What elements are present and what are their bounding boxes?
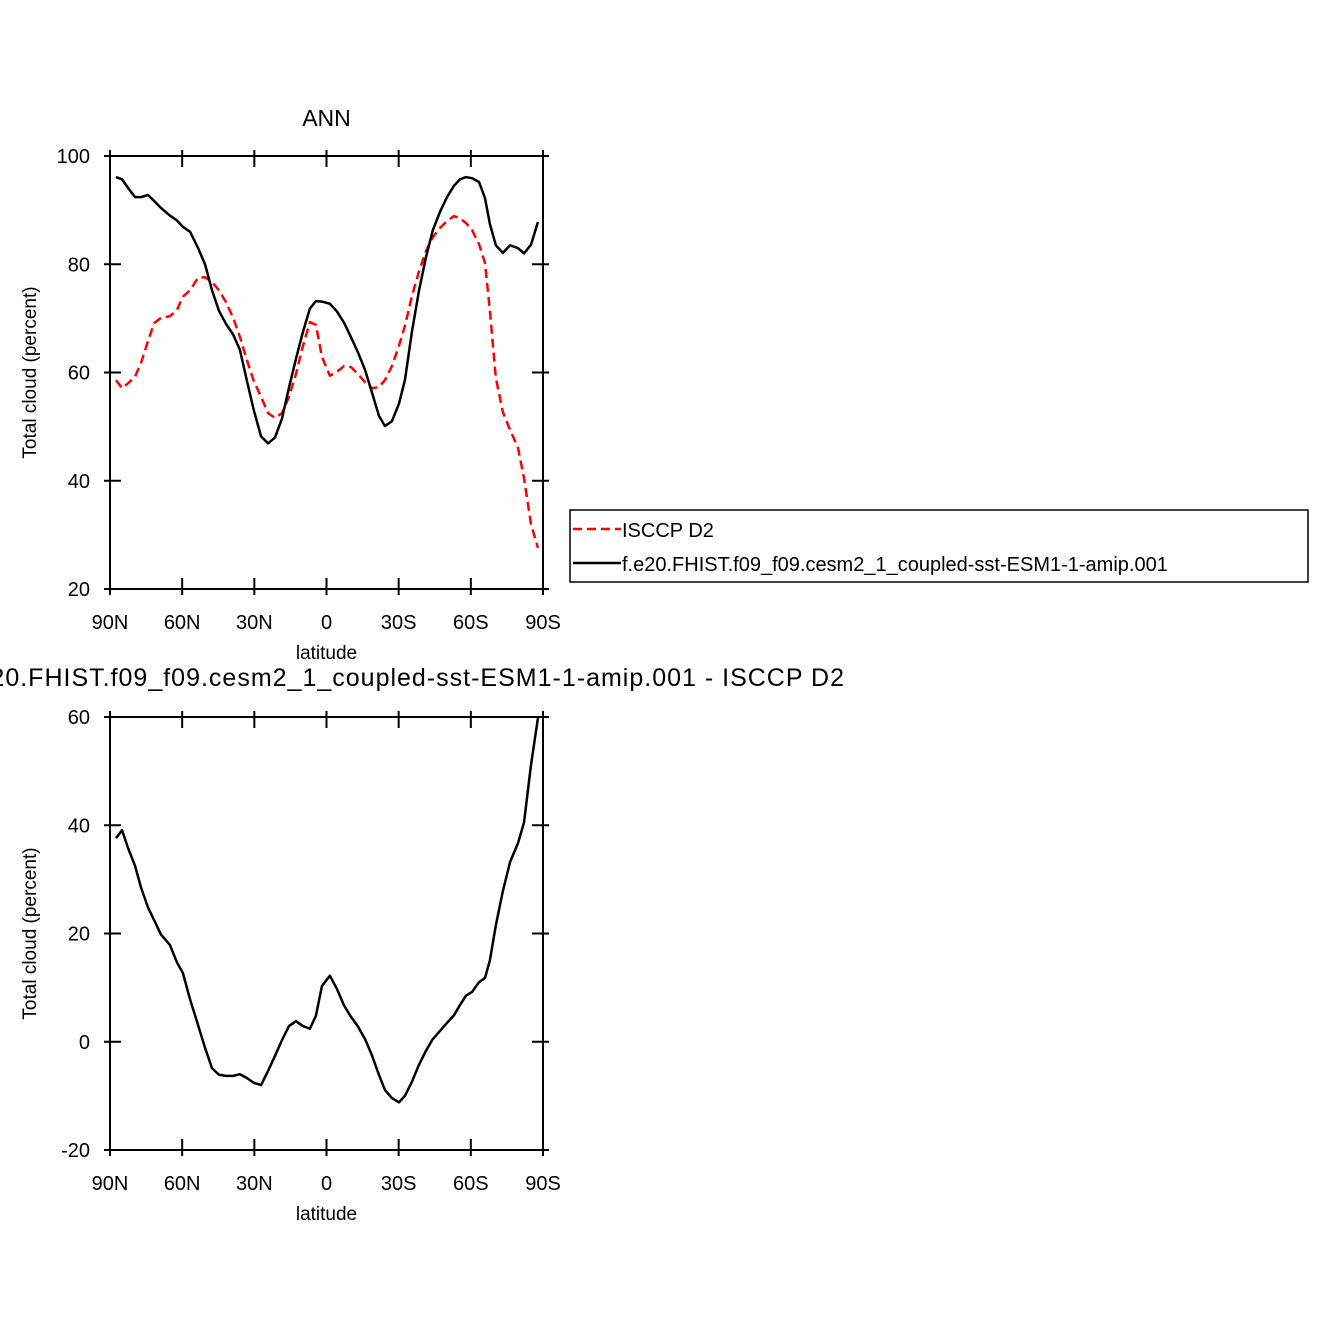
x-tick-label: 60N bbox=[164, 1173, 201, 1195]
y-tick-label: 20 bbox=[68, 924, 90, 946]
data-line bbox=[115, 214, 540, 549]
y-tick-label: 80 bbox=[68, 254, 90, 276]
x-tick-label: 60S bbox=[453, 1173, 489, 1195]
x-tick-label: 30S bbox=[381, 1173, 417, 1195]
x-tick-label: 60N bbox=[164, 612, 201, 634]
x-tick-label: 0 bbox=[321, 1173, 332, 1195]
x-axis-label: latitude bbox=[296, 643, 357, 664]
x-tick-label: 30N bbox=[236, 1173, 273, 1195]
y-tick-label: -20 bbox=[61, 1140, 90, 1162]
chart-title: f.e20.FHIST.f09_f09.cesm2_1_coupled-sst-… bbox=[0, 664, 845, 692]
x-tick-label: 60S bbox=[453, 612, 489, 634]
x-tick-label: 30N bbox=[236, 612, 273, 634]
y-tick-label: 40 bbox=[68, 471, 90, 493]
x-tick-label: 30S bbox=[381, 612, 417, 634]
chart-title: ANN bbox=[302, 105, 351, 131]
y-tick-label: 100 bbox=[57, 146, 90, 168]
y-tick-label: 40 bbox=[68, 815, 90, 837]
legend-label: ISCCP D2 bbox=[622, 520, 714, 542]
y-tick-label: 20 bbox=[68, 579, 90, 601]
y-tick-label: 60 bbox=[68, 363, 90, 385]
legend-box bbox=[569, 509, 1309, 583]
y-axis-label: Total cloud (percent) bbox=[20, 847, 41, 1019]
x-tick-label: 90S bbox=[525, 1173, 561, 1195]
x-tick-label: 90S bbox=[525, 612, 561, 634]
x-tick-label: 90N bbox=[92, 612, 129, 634]
y-tick-label: 60 bbox=[68, 707, 90, 729]
plot-frame bbox=[109, 155, 544, 590]
legend-label: f.e20.FHIST.f09_f09.cesm2_1_coupled-sst-… bbox=[622, 554, 1168, 576]
y-axis-label: Total cloud (percent) bbox=[20, 286, 41, 458]
data-line bbox=[115, 175, 540, 445]
x-axis-label: latitude bbox=[296, 1204, 357, 1225]
plot-frame bbox=[109, 716, 544, 1151]
data-line bbox=[115, 717, 540, 1104]
x-tick-label: 90N bbox=[92, 1173, 129, 1195]
x-tick-label: 0 bbox=[321, 612, 332, 634]
y-tick-label: 0 bbox=[79, 1032, 90, 1054]
